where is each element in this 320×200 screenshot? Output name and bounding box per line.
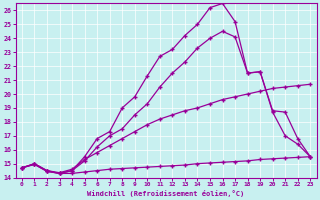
X-axis label: Windchill (Refroidissement éolien,°C): Windchill (Refroidissement éolien,°C) (87, 190, 245, 197)
